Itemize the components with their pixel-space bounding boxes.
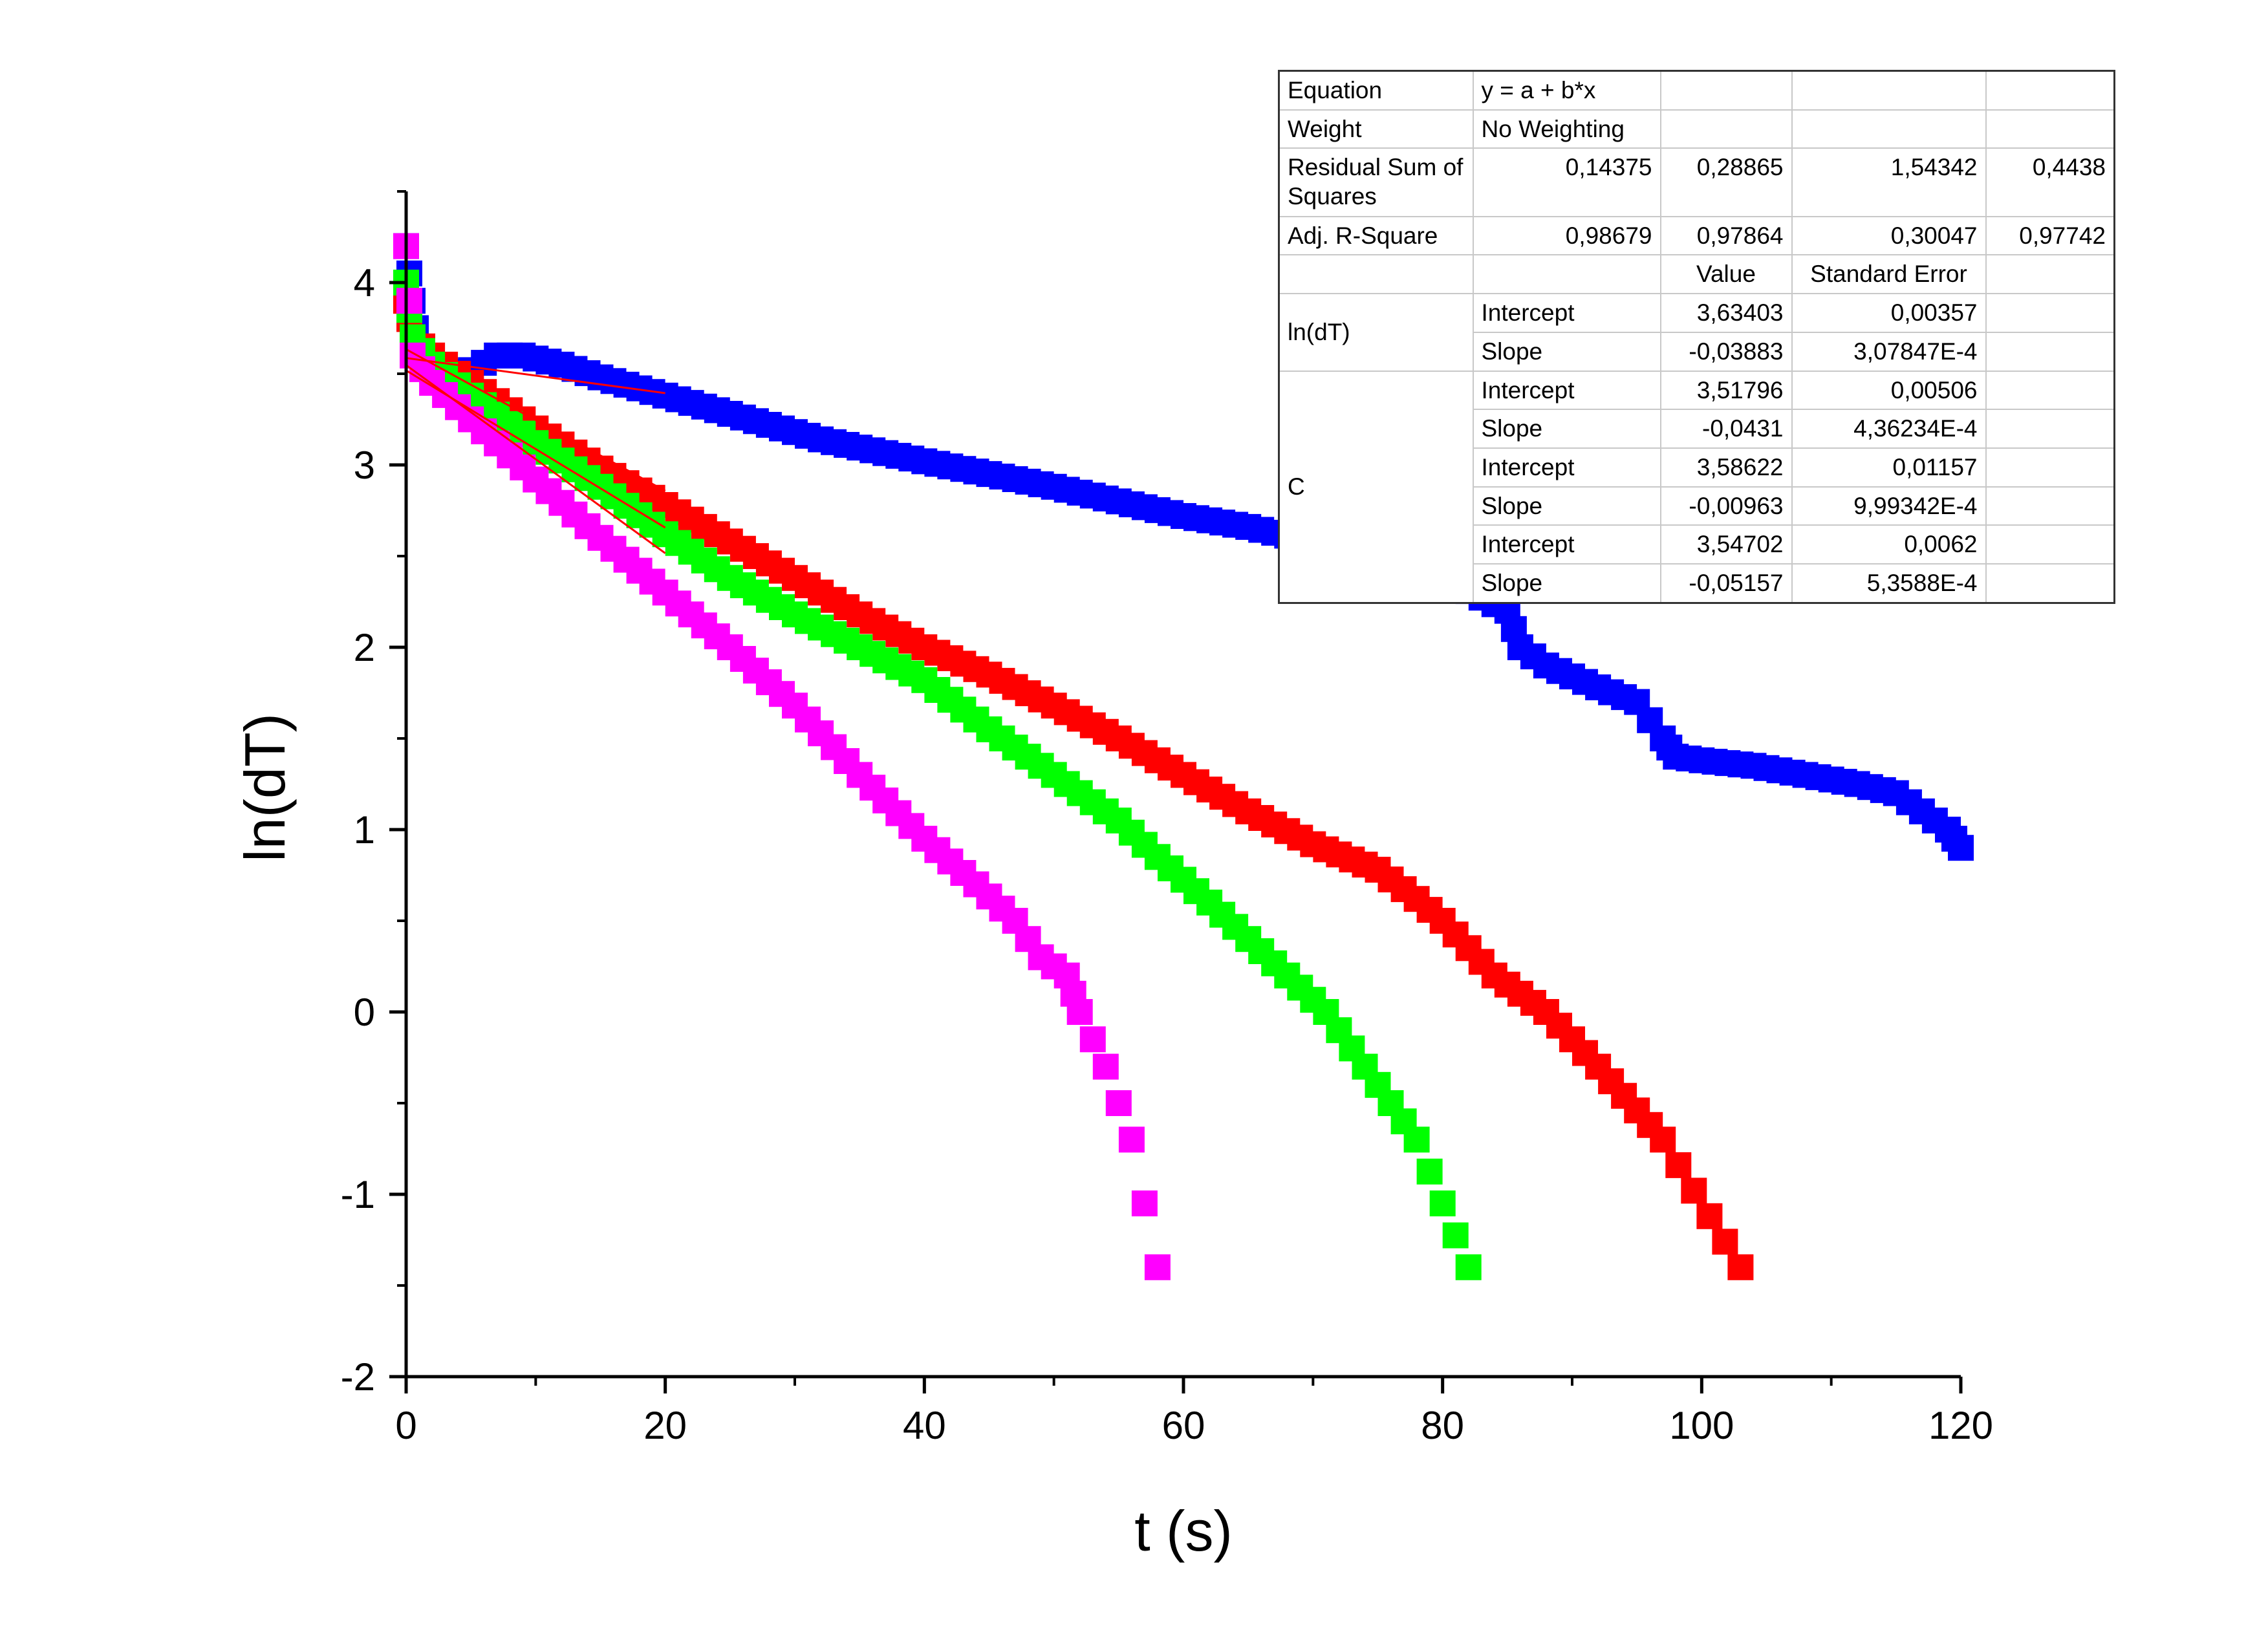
rss-value: 0,14375 [1472,147,1661,217]
table-row-weight: Weight No Weighting [1278,109,2115,149]
label-equation: Equation [1278,70,1474,111]
group-label-C: C [1278,370,1474,604]
fit-lines-layer [405,348,666,554]
x-tick-label: 0 [395,1404,416,1447]
data-point [1681,1177,1707,1204]
table-row-adj-r2: Adj. R-Square 0,98679 0,97864 0,30047 0,… [1278,215,2115,256]
table-row: Slope -0,05157 5,3588E-4 [1279,563,2115,604]
param-stderr: 5,3588E-4 [1791,563,1987,604]
ticks-layer: 0 20 40 60 80 100 120 -2 -1 0 1 2 3 4 [341,190,1993,1447]
param-name: Intercept [1472,293,1661,333]
param-name: Intercept [1472,447,1661,488]
param-value: -0,03883 [1659,331,1793,372]
data-point [1455,1254,1482,1280]
table-row-equation: Equation y = a + b*x [1278,70,2115,111]
table-row-rss: Residual Sum of Squares 0,14375 0,28865 … [1278,147,2115,217]
data-point [1416,1158,1443,1185]
y-tick-label: 1 [354,808,375,852]
fit-statistics-table: Equation y = a + b*x Weight No Weighting… [1278,70,2115,604]
label-adj-r2: Adj. R-Square [1278,215,1474,256]
y-tick-label: -2 [341,1355,375,1399]
data-point [1696,1203,1723,1229]
param-value: -0,05157 [1659,563,1793,604]
x-tick-label: 40 [903,1404,946,1447]
data-point [1442,1222,1469,1249]
column-header-value: Value [1659,254,1793,295]
x-axis-title: t (s) [1134,1499,1233,1563]
table-row: Intercept 3,54702 0,0062 [1279,524,2115,565]
value-weight: No Weighting [1472,109,1661,149]
param-stderr: 4,36234E-4 [1791,409,1987,449]
data-point [1118,1126,1145,1153]
adj-r2-value: 0,30047 [1791,215,1987,256]
data-point [1948,835,1974,861]
data-point [1403,1126,1430,1153]
param-name: Intercept [1472,370,1661,411]
table-row: C Intercept 3,51796 0,00506 [1278,370,2115,604]
data-point [1712,1229,1738,1255]
param-value: -0,0431 [1659,409,1793,449]
param-name: Intercept [1472,524,1661,565]
param-name: Slope [1472,486,1661,526]
data-point [1105,1090,1132,1116]
param-value: 3,51796 [1659,370,1793,411]
y-tick-label: 3 [354,444,375,487]
y-axis-title: ln(dT) [233,713,297,862]
data-point [1066,999,1093,1025]
table-row: Intercept 3,58622 0,01157 [1279,447,2115,488]
param-value: -0,00963 [1659,486,1793,526]
param-stderr: 0,0062 [1791,524,1987,565]
param-value: 3,58622 [1659,447,1793,488]
y-tick-label: 4 [354,261,375,305]
table-row-headers: Value Standard Error [1278,254,2115,295]
x-tick-label: 100 [1669,1404,1734,1447]
adj-r2-value: 0,98679 [1472,215,1661,256]
param-name: Slope [1472,409,1661,449]
fit-line [405,357,665,394]
y-tick-label: 2 [354,626,375,669]
table-row: Slope -0,00963 9,99342E-4 [1279,486,2115,526]
table-row: Slope -0,03883 3,07847E-4 [1279,331,2115,372]
y-tick-label: -1 [341,1173,375,1216]
table-row: Slope -0,0431 4,36234E-4 [1279,409,2115,449]
data-point [1092,1053,1119,1080]
adj-r2-value: 0,97742 [1985,215,2115,256]
param-stderr: 9,99342E-4 [1791,486,1987,526]
column-header-stderr: Standard Error [1791,254,1987,295]
data-point [396,288,422,314]
param-name: Slope [1472,331,1661,372]
rss-value: 0,4438 [1985,147,2115,217]
param-stderr: 3,07847E-4 [1791,331,1987,372]
label-rss: Residual Sum of Squares [1278,147,1474,217]
table-row: ln(dT) Intercept 3,63403 0,00357 [1278,293,2115,372]
param-value: 3,63403 [1659,293,1793,333]
label-weight: Weight [1278,109,1474,149]
rss-value: 0,28865 [1659,147,1793,217]
data-point [1144,1254,1171,1280]
x-tick-label: 60 [1162,1404,1205,1447]
param-stderr: 0,00506 [1791,370,1987,411]
param-value: 3,54702 [1659,524,1793,565]
rss-value: 1,54342 [1791,147,1987,217]
data-series-3 [393,233,1171,1280]
data-point [1665,1152,1692,1178]
data-point [1727,1254,1754,1280]
x-tick-label: 20 [643,1404,687,1447]
data-point [1131,1190,1158,1217]
data-point [1079,1026,1106,1053]
param-stderr: 0,00357 [1791,293,1987,333]
x-tick-label: 80 [1421,1404,1464,1447]
x-tick-label: 120 [1928,1404,1993,1447]
fit-line [405,364,666,554]
group-label-lndT: ln(dT) [1278,293,1474,372]
data-point [1650,1126,1676,1153]
param-name: Slope [1472,563,1661,604]
param-stderr: 0,01157 [1791,447,1987,488]
y-tick-label: 0 [354,991,375,1034]
fit-line [405,348,666,492]
data-point [1429,1190,1456,1217]
data-series-2 [393,270,1482,1280]
adj-r2-value: 0,97864 [1659,215,1793,256]
value-equation: y = a + b*x [1472,70,1661,111]
